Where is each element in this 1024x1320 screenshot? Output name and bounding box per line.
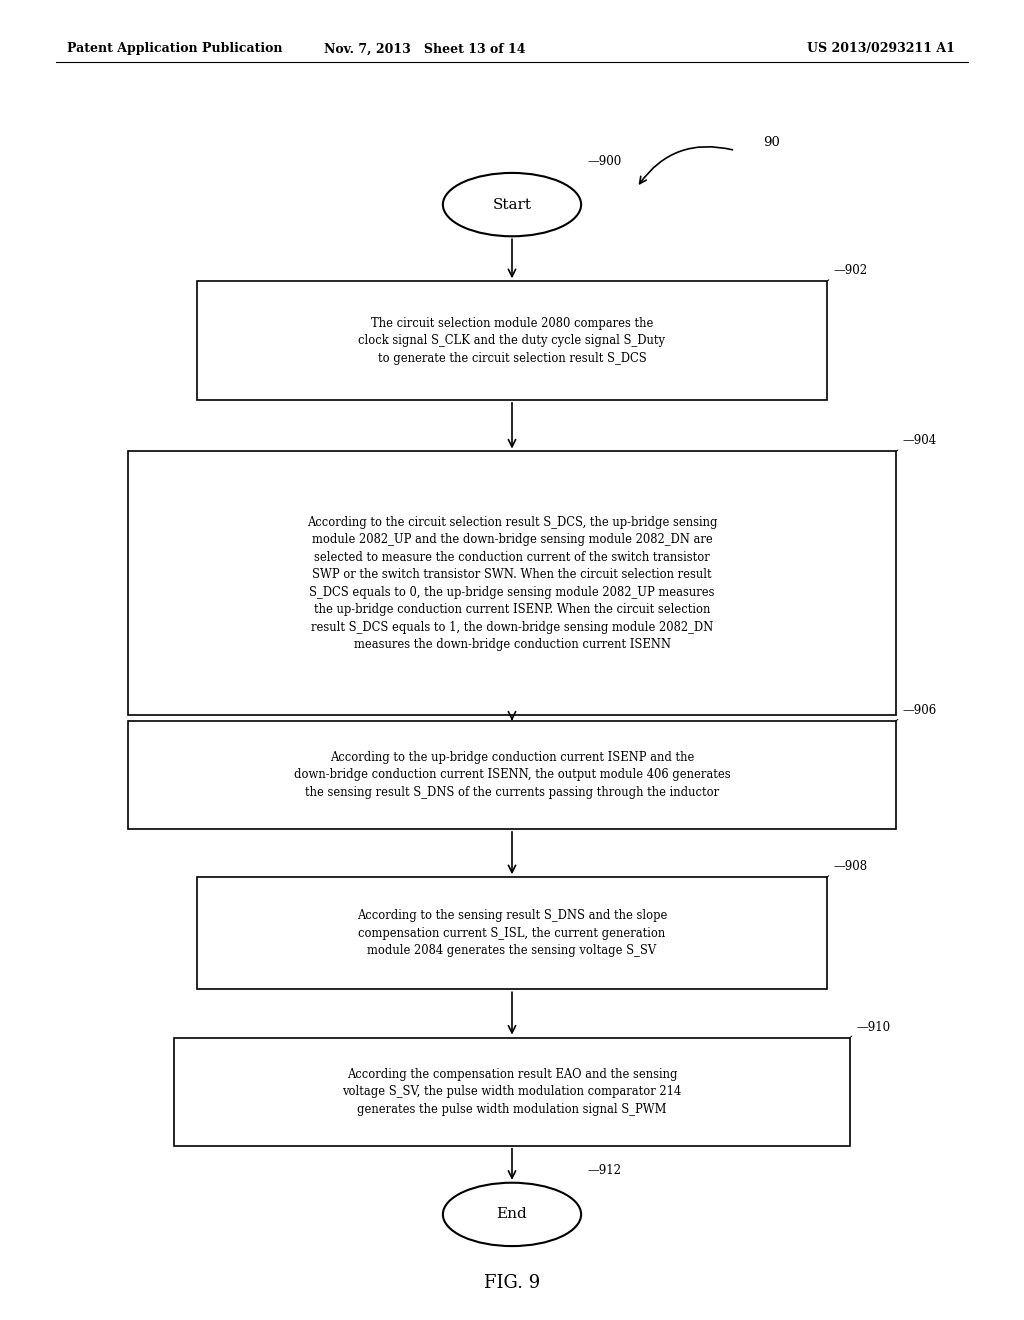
Text: —900: —900	[588, 154, 622, 168]
Text: 90: 90	[763, 136, 779, 149]
Text: The circuit selection module 2080 compares the
clock signal S_CLK and the duty c: The circuit selection module 2080 compar…	[358, 317, 666, 364]
Text: —912: —912	[588, 1164, 622, 1177]
Ellipse shape	[442, 1183, 582, 1246]
Text: End: End	[497, 1208, 527, 1221]
FancyBboxPatch shape	[197, 876, 827, 990]
FancyBboxPatch shape	[128, 451, 896, 715]
Text: —910: —910	[856, 1020, 890, 1034]
Text: —902: —902	[834, 264, 867, 277]
Text: According to the sensing result S_DNS and the slope
compensation current S_ISL, : According to the sensing result S_DNS an…	[356, 909, 668, 957]
Text: According the compensation result EAO and the sensing
voltage S_SV, the pulse wi: According the compensation result EAO an…	[342, 1068, 682, 1115]
Text: —904: —904	[902, 434, 936, 447]
Ellipse shape	[442, 173, 582, 236]
FancyBboxPatch shape	[128, 721, 896, 829]
FancyBboxPatch shape	[174, 1038, 850, 1146]
Text: US 2013/0293211 A1: US 2013/0293211 A1	[807, 42, 954, 55]
Text: According to the up-bridge conduction current ISENP and the
down-bridge conducti: According to the up-bridge conduction cu…	[294, 751, 730, 799]
Text: According to the circuit selection result S_DCS, the up-bridge sensing
module 20: According to the circuit selection resul…	[307, 516, 717, 651]
Text: —906: —906	[902, 704, 936, 717]
Text: —908: —908	[834, 861, 867, 874]
FancyBboxPatch shape	[197, 281, 827, 400]
Text: FIG. 9: FIG. 9	[484, 1274, 540, 1292]
Text: Start: Start	[493, 198, 531, 211]
Text: Nov. 7, 2013   Sheet 13 of 14: Nov. 7, 2013 Sheet 13 of 14	[325, 42, 525, 55]
Text: Patent Application Publication: Patent Application Publication	[67, 42, 282, 55]
